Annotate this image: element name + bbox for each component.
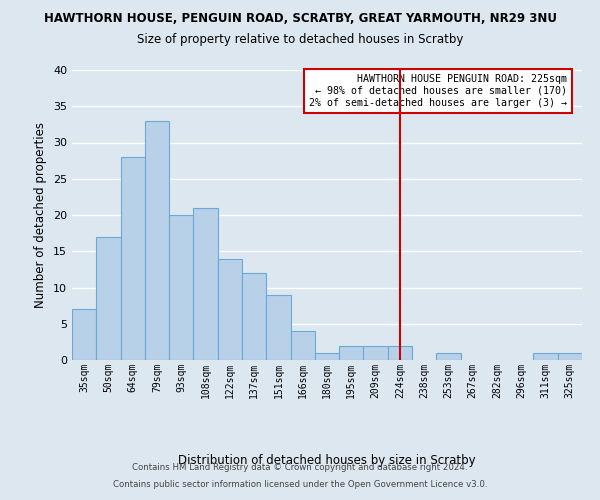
Text: HAWTHORN HOUSE PENGUIN ROAD: 225sqm
← 98% of detached houses are smaller (170)
2: HAWTHORN HOUSE PENGUIN ROAD: 225sqm ← 98… — [309, 74, 567, 108]
Bar — [533, 353, 558, 360]
Bar — [266, 294, 290, 360]
Bar — [218, 258, 242, 360]
Bar — [339, 346, 364, 360]
Bar — [193, 208, 218, 360]
Bar — [121, 157, 145, 360]
Text: HAWTHORN HOUSE, PENGUIN ROAD, SCRATBY, GREAT YARMOUTH, NR29 3NU: HAWTHORN HOUSE, PENGUIN ROAD, SCRATBY, G… — [44, 12, 557, 26]
X-axis label: Distribution of detached houses by size in Scratby: Distribution of detached houses by size … — [178, 454, 476, 466]
Bar — [388, 346, 412, 360]
Bar — [290, 331, 315, 360]
Text: Contains public sector information licensed under the Open Government Licence v3: Contains public sector information licen… — [113, 480, 487, 489]
Bar — [436, 353, 461, 360]
Bar — [315, 353, 339, 360]
Bar — [364, 346, 388, 360]
Text: Contains HM Land Registry data © Crown copyright and database right 2024.: Contains HM Land Registry data © Crown c… — [132, 464, 468, 472]
Bar — [72, 309, 96, 360]
Bar — [558, 353, 582, 360]
Bar — [169, 215, 193, 360]
Text: Size of property relative to detached houses in Scratby: Size of property relative to detached ho… — [137, 32, 463, 46]
Bar — [96, 237, 121, 360]
Bar — [145, 120, 169, 360]
Bar — [242, 273, 266, 360]
Y-axis label: Number of detached properties: Number of detached properties — [34, 122, 47, 308]
